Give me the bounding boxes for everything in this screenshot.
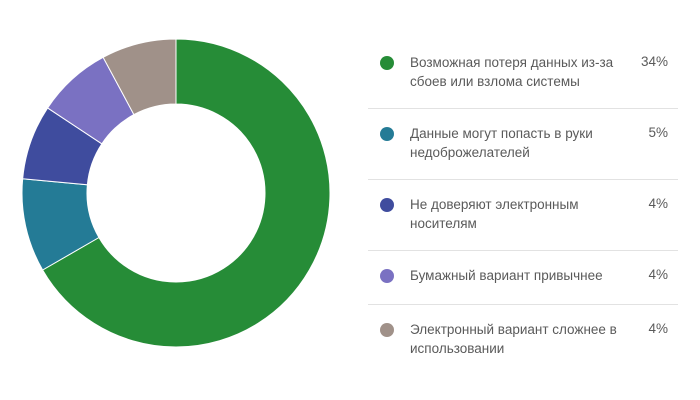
legend-value: 4%: [648, 321, 668, 336]
legend-label: Данные могут попасть в руки недоброжелат…: [410, 126, 593, 160]
legend-label: Электронный вариант сложнее в использова…: [410, 322, 617, 356]
legend-label: Возможная потеря данных из-за сбоев или …: [410, 55, 614, 89]
legend-swatch: [380, 56, 394, 70]
legend-item: Возможная потеря данных из-за сбоев или …: [368, 38, 678, 109]
legend-value: 4%: [648, 196, 668, 211]
donut-chart: [21, 38, 331, 348]
legend-item: Не доверяют электронным носителям 4%: [368, 180, 678, 251]
legend-swatch: [380, 323, 394, 337]
legend-label: Бумажный вариант привычнее: [410, 268, 603, 283]
legend-swatch: [380, 127, 394, 141]
legend-item: Электронный вариант сложнее в использова…: [368, 305, 678, 376]
donut-slice: [102, 38, 177, 116]
legend-item: Данные могут попасть в руки недоброжелат…: [368, 109, 678, 180]
legend-swatch: [380, 269, 394, 283]
legend-value: 5%: [648, 125, 668, 140]
legend-item: Бумажный вариант привычнее 4%: [368, 251, 678, 305]
legend-value: 34%: [640, 54, 668, 69]
donut-slice: [41, 38, 331, 348]
legend-label: Не доверяют электронным носителям: [410, 197, 579, 231]
legend: Возможная потеря данных из-за сбоев или …: [368, 38, 678, 376]
legend-swatch: [380, 198, 394, 212]
legend-value: 4%: [648, 267, 668, 282]
